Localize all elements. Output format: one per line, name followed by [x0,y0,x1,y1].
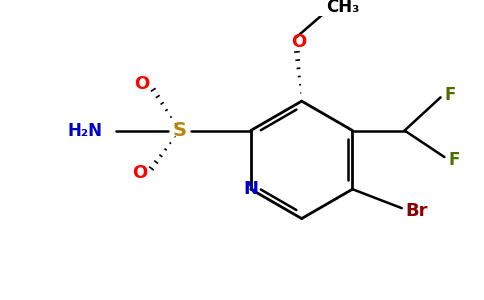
Text: O: O [291,33,306,51]
Text: N: N [243,180,258,198]
Text: O: O [134,75,150,93]
Text: H₂N: H₂N [67,122,102,140]
Text: O: O [133,164,148,182]
Text: F: F [444,85,456,103]
Text: CH₃: CH₃ [326,0,359,16]
Text: Br: Br [406,202,428,220]
Text: F: F [448,151,459,169]
Text: S: S [173,121,187,140]
